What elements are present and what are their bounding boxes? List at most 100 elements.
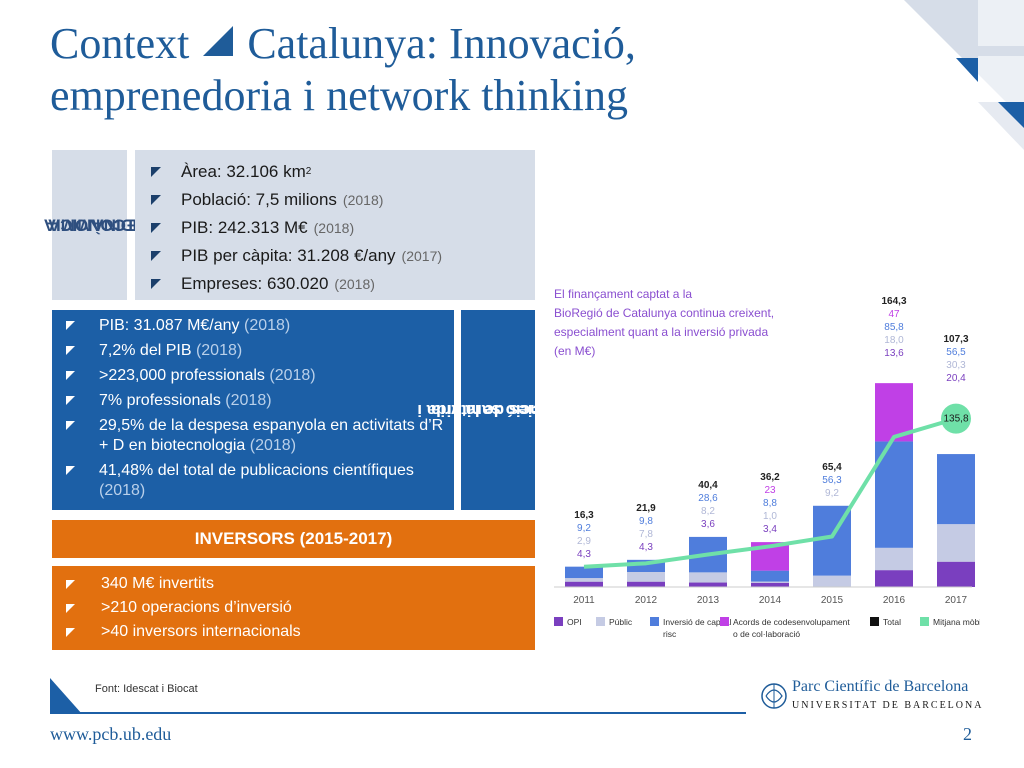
chart-legend-swatch <box>554 617 563 626</box>
chart-data-label: 36,2 <box>760 472 780 483</box>
bullet-triangle-icon <box>66 466 75 475</box>
chart-data-label: 56,5 <box>946 347 966 358</box>
corner-decoration-icon <box>904 0 1024 150</box>
chart-x-tick: 2016 <box>883 595 906 606</box>
chart-data-label: 9,2 <box>577 523 591 534</box>
chart-bar-segment <box>627 581 665 587</box>
chart-data-label: 16,3 <box>574 510 594 521</box>
chart-x-tick: 2012 <box>635 595 658 606</box>
economia-list: Àrea: 32.106 km 2 Població: 7,5 milions (2… <box>135 150 535 298</box>
inversors-panel: 340 M€ invertits >210 operacions d’inver… <box>52 566 535 650</box>
chart-legend-swatch <box>596 617 605 626</box>
economia-panel: Àrea: 32.106 km 2 Població: 7,5 milions (2… <box>135 150 535 300</box>
chart-x-tick: 2013 <box>697 595 720 606</box>
bullet-triangle-icon <box>66 396 75 405</box>
footer-url[interactable]: www.pcb.ub.edu <box>50 724 172 744</box>
logo-name: Parc Científic de Barcelona <box>792 678 969 695</box>
item-sup: 2 <box>305 166 312 177</box>
chart-bar-segment <box>875 547 913 571</box>
item-note: (2018) <box>249 437 297 454</box>
chart-x-tick: 2014 <box>759 595 782 606</box>
bullet-triangle-icon <box>66 346 75 355</box>
bullet-triangle-icon <box>151 279 161 289</box>
item-label: PIB: 31.087 M€/any <box>99 317 240 334</box>
chart-x-tick: 2017 <box>945 595 968 606</box>
chart-bar-segment <box>937 454 975 525</box>
inversors-heading: INVERSORS (2015-2017) <box>52 520 535 558</box>
chart-data-label: 107,3 <box>943 334 968 345</box>
chart-data-label: 9,2 <box>825 488 839 499</box>
chart-bar-segment <box>751 581 789 583</box>
ciencies-panel: PIB: 31.087 M€/any (2018) 7,2% del PIB (… <box>52 310 454 510</box>
chart-data-label: 18,0 <box>884 335 904 346</box>
chart-legend-label: Mitjana mòbil <box>933 617 980 627</box>
page-number: 2 <box>963 724 972 744</box>
chart-data-label: 47 <box>888 309 900 320</box>
pcb-logo-icon <box>761 683 787 709</box>
chart-bar-segment <box>565 578 603 582</box>
chart-data-label: 4,3 <box>639 542 653 553</box>
funding-chart: El finançament captat a la BioRegió de Ca… <box>554 287 980 639</box>
title-line2: emprenedoria i network thinking <box>50 71 628 120</box>
chart-title-line: (en M€) <box>554 344 595 358</box>
title-part1: Context <box>50 19 190 68</box>
source-note: Font: Idescat i Biocat <box>95 683 198 695</box>
chart-data-label: 40,4 <box>698 480 718 491</box>
item-label: >40 inversors internacionals <box>101 623 301 640</box>
chart-bar-segment <box>565 566 603 579</box>
item-label: >210 operacions d’inversió <box>101 599 292 616</box>
chart-data-label: 9,8 <box>639 516 653 527</box>
chart-legend-label: Públic <box>609 617 633 627</box>
chart-bar-segment <box>689 572 727 583</box>
chart-bar-segment <box>689 582 727 587</box>
chart-title-line: El finançament captat a la <box>554 287 692 301</box>
chart-moving-average-label: 135,8 <box>943 414 968 425</box>
ciencies-list: PIB: 31.087 M€/any (2018) 7,2% del PIB (… <box>52 310 454 501</box>
chart-legend-label: OPI <box>567 617 582 627</box>
list-item: PIB: 31.087 M€/any (2018) <box>66 316 454 336</box>
chart-data-label: 23 <box>764 485 776 496</box>
chart-data-label: 56,3 <box>822 475 842 486</box>
chart-data-label: 7,8 <box>639 529 653 540</box>
chart-legend-swatch <box>920 617 929 626</box>
list-item: PIB per càpita: 31.208 €/any (2017) <box>151 242 535 270</box>
item-label: PIB: 242.313 M€ <box>181 218 308 237</box>
item-label: Població: 7,5 milions <box>181 190 337 209</box>
bullet-triangle-icon <box>66 627 75 637</box>
item-note: (2018) <box>342 192 384 208</box>
chart-bar-segment <box>751 582 789 587</box>
chart-data-label: 13,6 <box>884 348 904 359</box>
item-label: 29,5% de la despesa espanyola en activit… <box>99 417 444 454</box>
chart-data-label: 65,4 <box>822 462 842 473</box>
chart-bar-segment <box>937 524 975 562</box>
chart-data-label: 2,9 <box>577 536 591 547</box>
chart-legend-label: risc <box>663 629 677 639</box>
chart-data-label: 1,0 <box>763 511 777 522</box>
chart-bar-segment <box>565 581 603 587</box>
item-label: Àrea: 32.106 km <box>181 162 306 181</box>
item-label: 340 M€ invertits <box>101 575 214 592</box>
bullet-triangle-icon <box>66 371 75 380</box>
chart-data-label: 20,4 <box>946 373 966 384</box>
chart-data-label: 28,6 <box>698 493 718 504</box>
chart-x-tick: 2015 <box>821 595 844 606</box>
item-note: (2018) <box>269 367 316 384</box>
chart-data-label: 8,2 <box>701 506 715 517</box>
logo-subtitle: UNIVERSITAT DE BARCELONA <box>792 700 984 711</box>
chart-legend-swatch <box>870 617 879 626</box>
list-item: 7,2% del PIB (2018) <box>66 341 454 361</box>
list-item: 29,5% de la despesa espanyola en activit… <box>66 416 454 456</box>
item-label: >223,000 professionals <box>99 367 265 384</box>
chart-data-label: 30,3 <box>946 360 966 371</box>
chart-title-line: BioRegió de Catalunya continua creixent, <box>554 306 774 320</box>
chart-legend-swatch <box>650 617 659 626</box>
chart-data-label: 4,3 <box>577 549 591 560</box>
chart-bar-segment <box>627 571 665 582</box>
chart-bar-segment <box>875 570 913 587</box>
chart-data-label: 85,8 <box>884 322 904 333</box>
list-item: 41,48% del total de publicacions científ… <box>66 461 454 501</box>
chart-bar-segment <box>937 561 975 587</box>
bullet-triangle-icon <box>151 195 161 205</box>
bullet-triangle-icon <box>66 321 75 330</box>
item-label: Empreses: 630.020 <box>181 274 329 293</box>
